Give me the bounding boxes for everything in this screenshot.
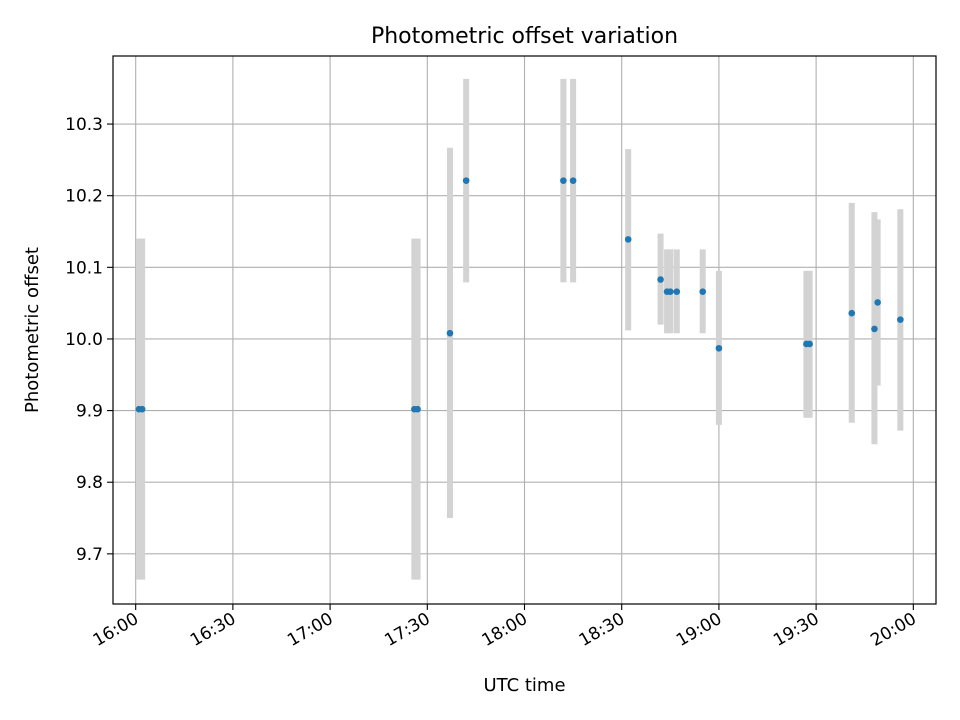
y-tick-label: 9.8 (76, 473, 103, 493)
data-point (715, 344, 723, 352)
data-point (848, 309, 856, 317)
grid-layer (113, 56, 936, 604)
y-tick-label: 10.2 (65, 187, 103, 207)
data-point (414, 405, 421, 413)
y-tick-layer: 9.7 9.8 9.9 10.0 10.1 10.2 10.3 (65, 115, 113, 565)
data-point (667, 288, 674, 295)
data-point (806, 340, 813, 348)
data-point (657, 276, 664, 283)
data-point (560, 177, 567, 184)
data-point (699, 288, 707, 295)
data-point (569, 177, 577, 184)
data-point (446, 329, 454, 337)
point-layer (135, 177, 904, 413)
data-point (874, 299, 881, 306)
y-tick-label: 10.0 (65, 330, 103, 350)
data-point (673, 288, 681, 295)
x-axis-label: UTC time (483, 675, 565, 696)
y-tick-label: 10.1 (65, 258, 103, 278)
y-axis-label: Photometric offset (22, 247, 43, 413)
data-point (138, 405, 146, 413)
y-tick-label: 9.9 (76, 402, 103, 422)
data-point (871, 325, 878, 333)
data-point (897, 316, 904, 323)
y-tick-label: 10.3 (65, 115, 103, 135)
data-point (624, 236, 632, 243)
y-tick-label: 9.7 (76, 545, 103, 565)
chart-title: Photometric offset variation (371, 24, 678, 49)
data-point (462, 177, 470, 184)
